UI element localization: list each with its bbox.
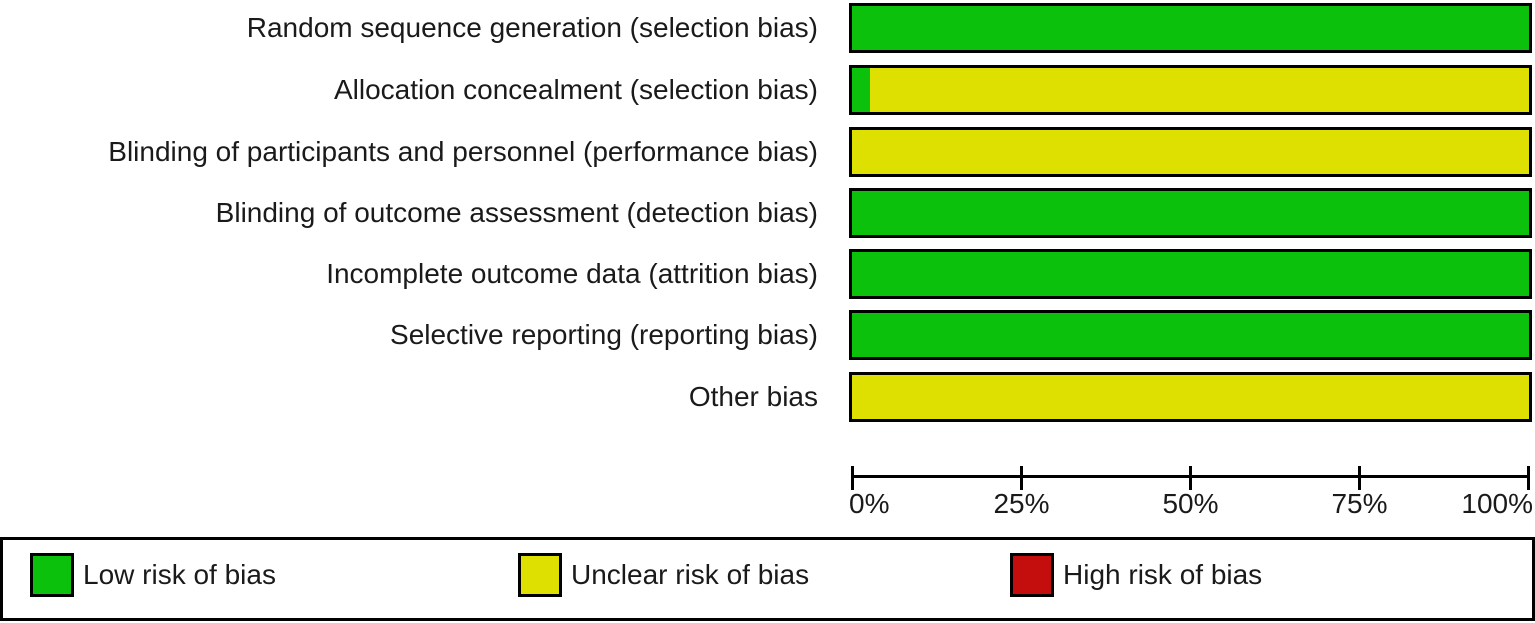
bar: [849, 372, 1532, 422]
legend-item: High risk of bias: [1010, 553, 1262, 597]
bar: [849, 3, 1532, 53]
tick-label: 25%: [993, 488, 1050, 519]
bar: [849, 249, 1532, 299]
bar-segment-low: [852, 252, 1529, 296]
legend-item: Low risk of bias: [30, 553, 276, 597]
axis-tick: [1189, 466, 1192, 490]
legend-swatch-high: [1010, 553, 1054, 597]
bar-segment-unclear: [852, 130, 1529, 174]
bar-segment-low: [852, 6, 1529, 50]
tick-label: 100%: [1461, 488, 1533, 519]
category-label: Selective reporting (reporting bias): [390, 319, 818, 350]
bar-segment-unclear: [869, 68, 1529, 112]
bar: [849, 65, 1532, 115]
axis-tick: [1020, 466, 1023, 490]
axis-tick: [1527, 466, 1530, 490]
legend: Low risk of bias Unclear risk of bias High…: [0, 537, 1535, 621]
category-label: Blinding of outcome assessment (detectio…: [215, 197, 818, 228]
bar-segment-low: [852, 313, 1529, 357]
tick-label: 50%: [1162, 488, 1219, 519]
legend-label: Low risk of bias: [83, 559, 276, 590]
category-label: Blinding of participants and personnel (…: [108, 136, 818, 167]
legend-swatch-unclear: [518, 553, 562, 597]
legend-item: Unclear risk of bias: [518, 553, 809, 597]
bar: [849, 127, 1532, 177]
legend-label: Unclear risk of bias: [571, 559, 810, 590]
legend-swatch-low: [30, 553, 74, 597]
axis-tick: [851, 466, 854, 490]
bar-segment-low: [852, 68, 870, 112]
bar: [849, 188, 1532, 238]
category-label: Other bias: [688, 381, 818, 412]
category-label: Random sequence generation (selection bi…: [246, 12, 818, 43]
bar-segment-low: [852, 191, 1529, 235]
category-label: Incomplete outcome data (attrition bias): [326, 258, 818, 289]
bar-segment-unclear: [852, 375, 1529, 419]
category-label: Allocation concealment (selection bias): [333, 74, 818, 105]
tick-label: 75%: [1331, 488, 1388, 519]
bar: [849, 310, 1532, 360]
axis-tick: [1358, 466, 1361, 490]
legend-label: High risk of bias: [1063, 559, 1263, 590]
tick-label: 0%: [849, 488, 890, 519]
